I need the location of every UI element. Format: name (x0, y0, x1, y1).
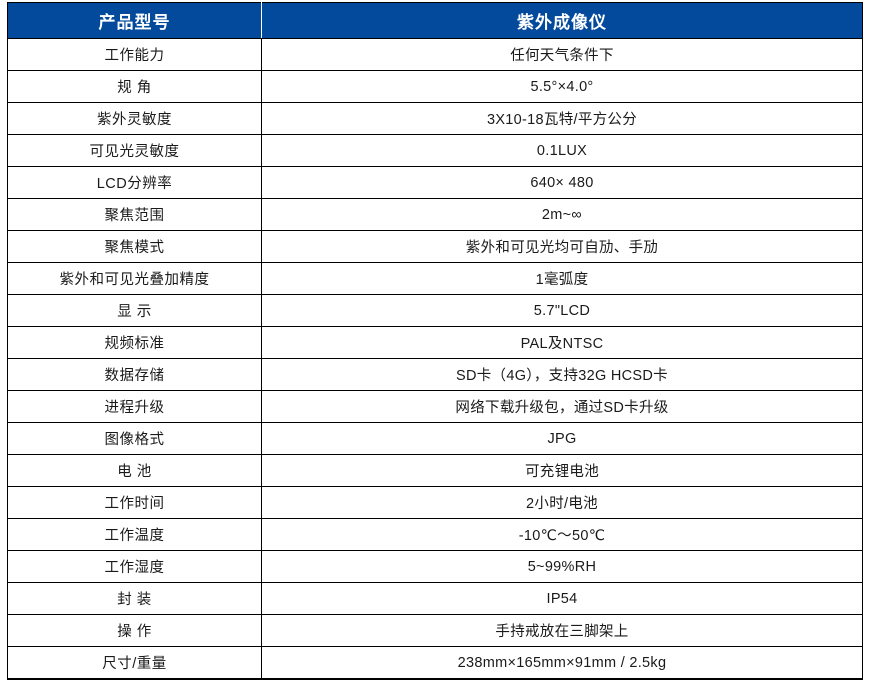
table-body: 工作能力 任何天气条件下规 角 5.5°×4.0° 紫外灵敏度 3X10-18瓦特/平方… (7, 38, 863, 680)
table-row: 工作时间 2小时/电池 (7, 486, 863, 519)
spec-label-cell: 紫外和可见光叠加精度 (7, 262, 262, 295)
table-row: 电 池可充锂电池 (7, 454, 863, 487)
spec-value-cell: PAL及NTSC (261, 326, 863, 359)
spec-value-cell: 640× 480 (261, 166, 863, 199)
spec-label-cell: 工作温度 (7, 518, 262, 551)
table-row: 可见光灵敏度 0.1LUX (7, 134, 863, 167)
spec-label-cell: 规 角 (7, 70, 262, 103)
spec-value-cell: IP54 (261, 582, 863, 615)
table-row: 规 角 5.5°×4.0° (7, 70, 863, 103)
spec-label-cell: 数据存储 (7, 358, 262, 391)
spec-value-cell: 1毫弧度 (261, 262, 863, 295)
spec-label-cell: 工作湿度 (7, 550, 262, 583)
spec-value-cell: 紫外和可见光均可自劢、手劢 (261, 230, 863, 263)
table-row: 规频标准 PAL及NTSC (7, 326, 863, 359)
table-row: 聚焦范围 2m~∞ (7, 198, 863, 231)
spec-label-cell: 封 装 (7, 582, 262, 615)
spec-label-cell: 电 池 (7, 454, 262, 487)
spec-value-cell: 手持戒放在三脚架上 (261, 614, 863, 647)
table-row: 聚焦模式 紫外和可见光均可自劢、手劢 (7, 230, 863, 263)
spec-value-cell: SD卡（4G），支持32G HCSD卡 (261, 358, 863, 391)
spec-label-cell: 操 作 (7, 614, 262, 647)
spec-label-cell: 工作能力 (7, 38, 262, 71)
spec-label-cell: 工作时间 (7, 486, 262, 519)
table-row: 工作能力 任何天气条件下 (7, 38, 863, 71)
table-row: 进程升级 网络下载升级包，通过SD卡升级 (7, 390, 863, 423)
spec-value-cell: -10℃～50℃ (261, 518, 863, 551)
table-row: 数据存储 SD卡（4G），支持32G HCSD卡 (7, 358, 863, 391)
spec-value-cell: 任何天气条件下 (261, 38, 863, 71)
table-header: 产品型号 紫外成像仪 (7, 2, 863, 39)
spec-value-cell: 可充锂电池 (261, 454, 863, 487)
spec-value-cell: 238mm×165mm×91mm / 2.5kg (261, 646, 863, 680)
spec-value-cell: 5.5°×4.0° (261, 70, 863, 103)
table-row: 尺寸/重量 238mm×165mm×91mm / 2.5kg (7, 646, 863, 680)
table-header-row: 产品型号 紫外成像仪 (7, 2, 863, 39)
spec-value-cell: 0.1LUX (261, 134, 863, 167)
spec-label-cell: 紫外灵敏度 (7, 102, 262, 135)
spec-label-cell: LCD分辨率 (7, 166, 262, 199)
spec-label-cell: 聚焦模式 (7, 230, 262, 263)
spec-label-cell: 可见光灵敏度 (7, 134, 262, 167)
table-row: 紫外灵敏度 3X10-18瓦特/平方公分 (7, 102, 863, 135)
table-row: 工作湿度 5~99%RH (7, 550, 863, 583)
table-row: 紫外和可见光叠加精度 1毫弧度 (7, 262, 863, 295)
spec-label-cell: 尺寸/重量 (7, 646, 262, 680)
spec-label-cell: 进程升级 (7, 390, 262, 423)
spec-value-cell: 3X10-18瓦特/平方公分 (261, 102, 863, 135)
header-cell-product-model: 产品型号 (7, 2, 262, 39)
table-row: 工作温度 -10℃～50℃ (7, 518, 863, 551)
spec-label-cell: 聚焦范围 (7, 198, 262, 231)
spec-value-cell: 5~99%RH (261, 550, 863, 583)
table-row: LCD分辨率 640× 480 (7, 166, 863, 199)
spec-label-cell: 规频标准 (7, 326, 262, 359)
spec-value-cell: 2m~∞ (261, 198, 863, 231)
table-row: 显 示 5.7"LCD (7, 294, 863, 327)
table-row: 图像格式 JPG (7, 422, 863, 455)
header-cell-product-name: 紫外成像仪 (261, 2, 863, 39)
table-row: 封 装 IP54 (7, 582, 863, 615)
spec-value-cell: 2小时/电池 (261, 486, 863, 519)
spec-value-cell: JPG (261, 422, 863, 455)
product-spec-table: 产品型号 紫外成像仪 工作能力 任何天气条件下规 角 5.5°×4.0° 紫外灵敏度 3… (7, 2, 863, 680)
spec-label-cell: 显 示 (7, 294, 262, 327)
table-row: 操 作手持戒放在三脚架上 (7, 614, 863, 647)
spec-value-cell: 5.7"LCD (261, 294, 863, 327)
spec-label-cell: 图像格式 (7, 422, 262, 455)
spec-value-cell: 网络下载升级包，通过SD卡升级 (261, 390, 863, 423)
